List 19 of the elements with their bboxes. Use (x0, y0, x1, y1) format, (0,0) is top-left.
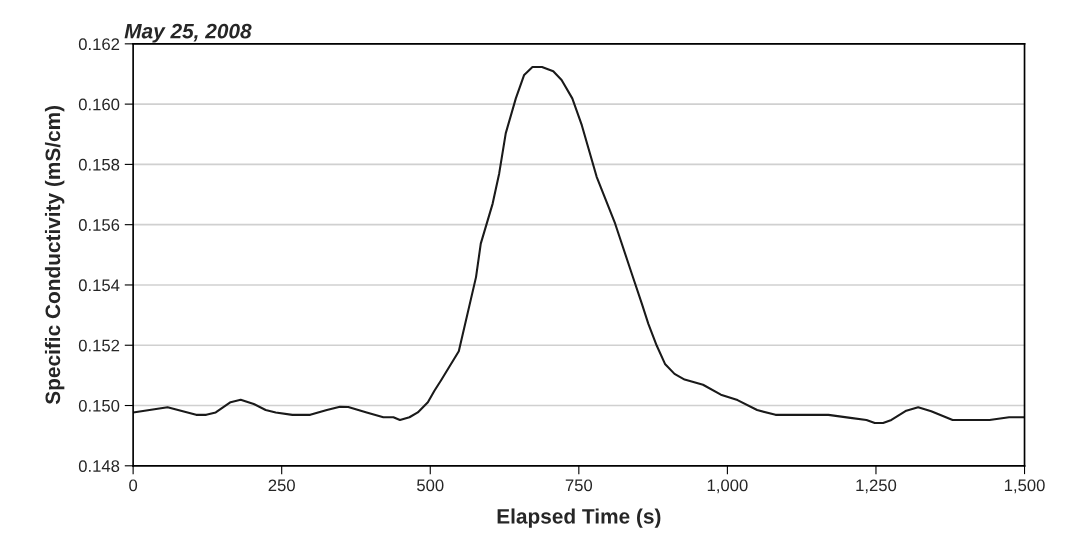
y-tick-label: 0.152 (78, 339, 120, 352)
y-tick-label: 0.148 (78, 460, 120, 472)
chart-title: May 25, 2008 (124, 23, 252, 43)
y-tick-label: 0.160 (78, 98, 120, 111)
x-tick-label: 750 (565, 479, 593, 492)
y-tick-label: 0.150 (78, 399, 120, 412)
x-axis-title: Elapsed Time (s) (497, 508, 661, 528)
line-series (133, 66, 1025, 425)
x-tick-label: 1,000 (707, 479, 748, 494)
y-axis-title: Specific Conductivity (mS/cm) (44, 105, 65, 405)
y-tick-label: 0.154 (78, 279, 120, 292)
x-tick-label: 1,500 (1004, 479, 1045, 494)
x-tick-label: 500 (417, 479, 444, 492)
y-tick-label: 0.156 (78, 219, 120, 231)
y-tick-label: 0.158 (78, 158, 120, 171)
x-tick-label: 0 (129, 479, 138, 492)
x-tick-label: 250 (268, 479, 295, 492)
y-tick-label: 0.162 (78, 38, 120, 51)
x-tick-label: 1,250 (856, 479, 897, 494)
